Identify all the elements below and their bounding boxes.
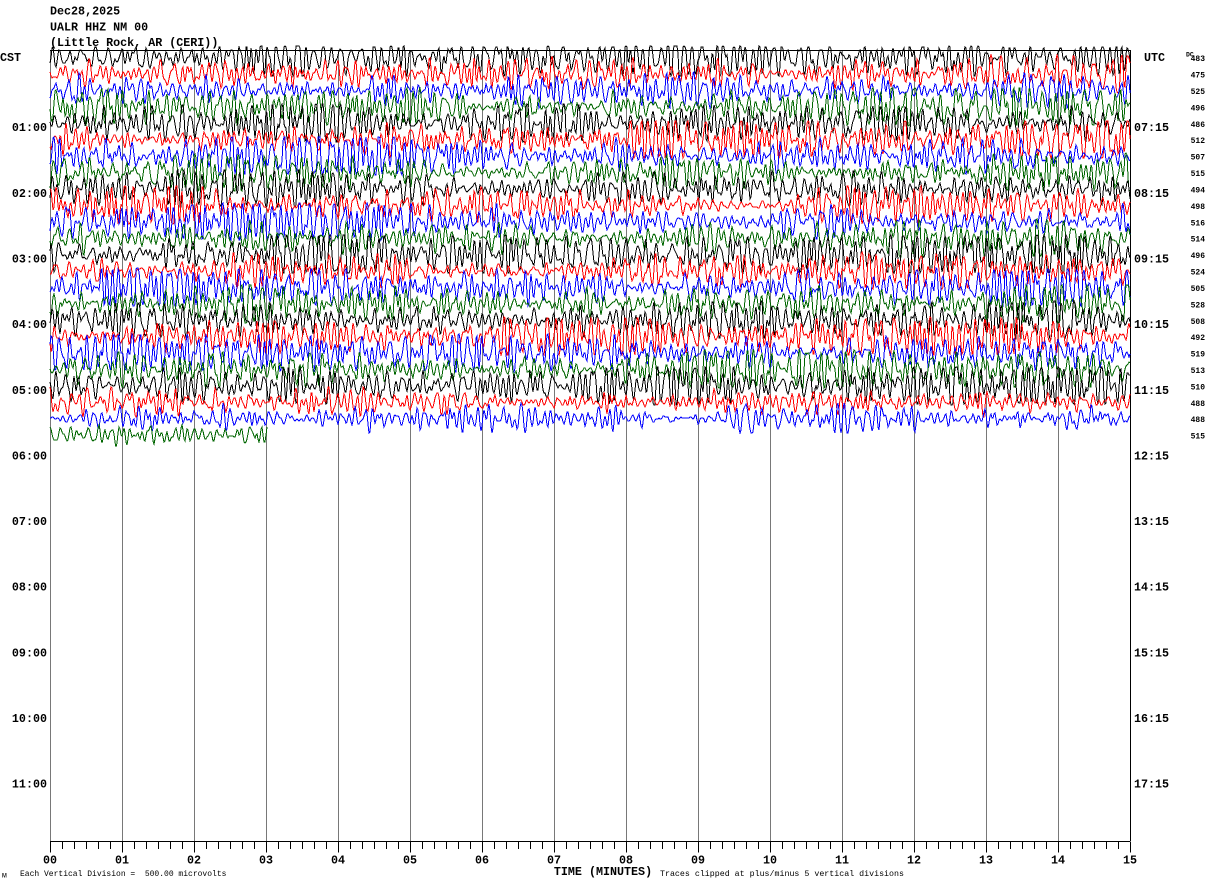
svg-text:15: 15 xyxy=(1123,854,1137,868)
svg-text:524: 524 xyxy=(1191,269,1206,278)
svg-text:05: 05 xyxy=(403,854,417,868)
svg-text:10:15: 10:15 xyxy=(1134,318,1169,332)
svg-text:512: 512 xyxy=(1191,137,1206,146)
svg-text:483: 483 xyxy=(1191,55,1206,64)
svg-text:02:00: 02:00 xyxy=(12,187,47,201)
svg-text:06: 06 xyxy=(475,854,489,868)
svg-text:496: 496 xyxy=(1191,252,1206,261)
svg-text:05:00: 05:00 xyxy=(12,384,47,398)
svg-text:TIME (MINUTES): TIME (MINUTES) xyxy=(554,865,652,879)
svg-text:(Little Rock, AR (CERI)): (Little Rock, AR (CERI)) xyxy=(50,36,218,50)
svg-text:09:00: 09:00 xyxy=(12,646,47,660)
svg-text:508: 508 xyxy=(1191,318,1206,327)
svg-text:Dec28,2025: Dec28,2025 xyxy=(50,5,120,19)
svg-text:13:15: 13:15 xyxy=(1134,515,1169,529)
svg-text:DC: DC xyxy=(1186,52,1194,59)
svg-text:505: 505 xyxy=(1191,285,1206,294)
svg-text:Traces clipped at plus/minus 5: Traces clipped at plus/minus 5 vertical … xyxy=(660,869,904,879)
svg-text:09: 09 xyxy=(691,854,705,868)
svg-text:CST: CST xyxy=(0,51,21,65)
svg-text:16:15: 16:15 xyxy=(1134,712,1169,726)
svg-text:09:15: 09:15 xyxy=(1134,253,1169,267)
svg-text:17:15: 17:15 xyxy=(1134,778,1169,792)
svg-text:11: 11 xyxy=(835,854,849,868)
svg-text:UTC: UTC xyxy=(1144,51,1165,65)
svg-text:12:15: 12:15 xyxy=(1134,449,1169,463)
svg-text:510: 510 xyxy=(1191,383,1206,392)
svg-text:515: 515 xyxy=(1191,433,1206,442)
svg-text:02: 02 xyxy=(187,854,201,868)
svg-text:07:00: 07:00 xyxy=(12,515,47,529)
svg-text:03: 03 xyxy=(259,854,273,868)
svg-text:06:00: 06:00 xyxy=(12,449,47,463)
svg-text:10: 10 xyxy=(763,854,777,868)
svg-text:14: 14 xyxy=(1051,854,1065,868)
svg-text:Each Vertical Division = 500.: Each Vertical Division = 500.00 microvol… xyxy=(20,870,227,879)
svg-text:515: 515 xyxy=(1191,170,1206,179)
svg-text:11:15: 11:15 xyxy=(1134,384,1169,398)
svg-text:13: 13 xyxy=(979,854,993,868)
svg-text:475: 475 xyxy=(1191,72,1206,81)
svg-text:01: 01 xyxy=(115,854,129,868)
svg-text:03:00: 03:00 xyxy=(12,253,47,267)
svg-text:04:00: 04:00 xyxy=(12,318,47,332)
svg-text:514: 514 xyxy=(1191,236,1206,245)
svg-text:10:00: 10:00 xyxy=(12,712,47,726)
svg-text:513: 513 xyxy=(1191,367,1206,376)
svg-text:14:15: 14:15 xyxy=(1134,581,1169,595)
svg-text:м: м xyxy=(2,872,7,881)
svg-text:488: 488 xyxy=(1191,400,1206,409)
svg-text:525: 525 xyxy=(1191,88,1206,97)
svg-text:519: 519 xyxy=(1191,351,1206,360)
svg-text:496: 496 xyxy=(1191,104,1206,113)
svg-text:01:00: 01:00 xyxy=(12,121,47,135)
svg-text:528: 528 xyxy=(1191,301,1206,310)
svg-text:12: 12 xyxy=(907,854,921,868)
svg-text:08:15: 08:15 xyxy=(1134,187,1169,201)
svg-text:00: 00 xyxy=(43,854,57,868)
svg-text:07: 07 xyxy=(547,854,561,868)
svg-text:498: 498 xyxy=(1191,203,1206,212)
svg-text:08:00: 08:00 xyxy=(12,581,47,595)
svg-text:07:15: 07:15 xyxy=(1134,121,1169,135)
svg-text:492: 492 xyxy=(1191,334,1206,343)
svg-text:04: 04 xyxy=(331,854,345,868)
svg-text:494: 494 xyxy=(1191,187,1206,196)
svg-text:UALR HHZ NM 00: UALR HHZ NM 00 xyxy=(50,21,148,35)
svg-text:488: 488 xyxy=(1191,416,1206,425)
svg-text:15:15: 15:15 xyxy=(1134,646,1169,660)
svg-text:08: 08 xyxy=(619,854,633,868)
svg-text:507: 507 xyxy=(1191,154,1206,163)
svg-text:486: 486 xyxy=(1191,121,1206,130)
svg-text:11:00: 11:00 xyxy=(12,778,47,792)
svg-text:516: 516 xyxy=(1191,219,1206,228)
